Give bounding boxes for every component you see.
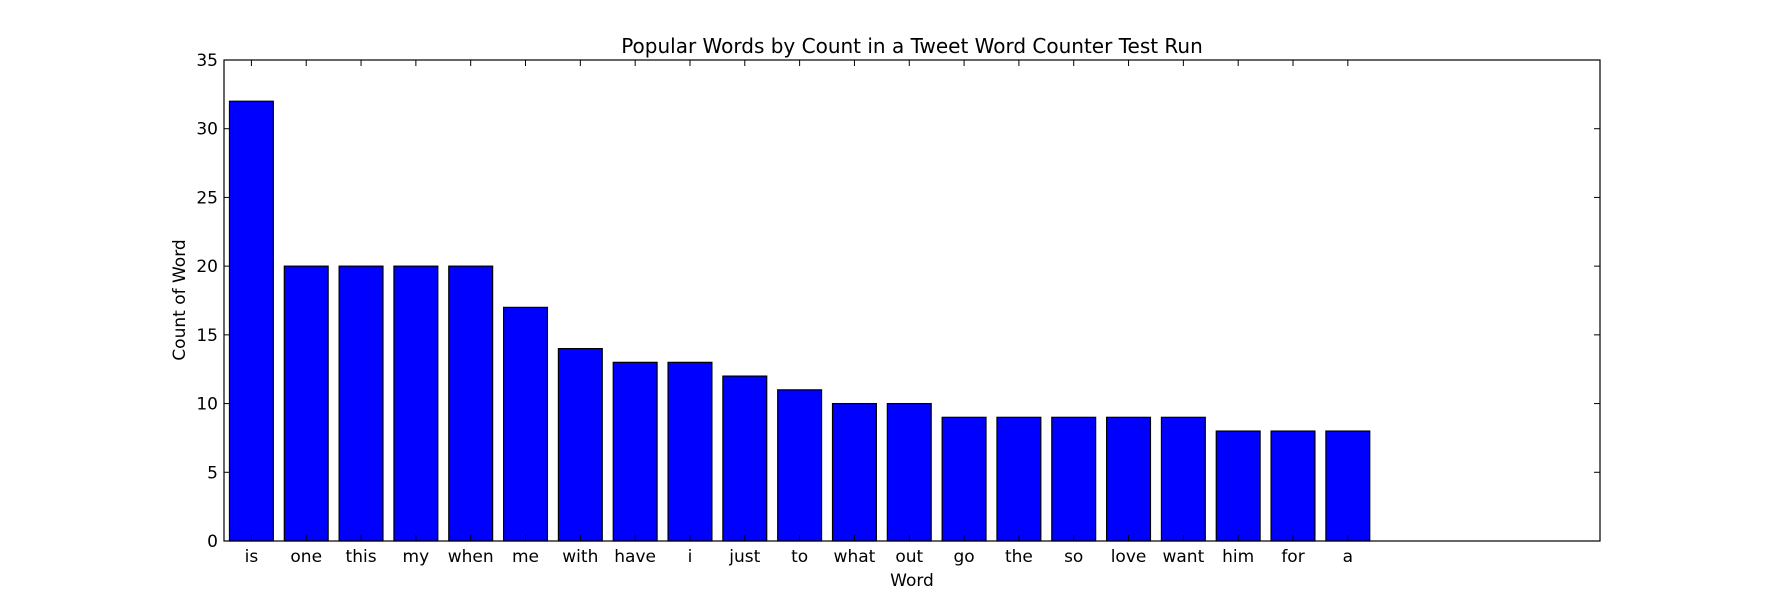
x-tick-label: just	[728, 547, 760, 567]
y-tick-label: 20	[196, 257, 218, 277]
bar-a	[1325, 430, 1371, 542]
bar-with	[557, 348, 603, 542]
bar-this	[338, 265, 384, 542]
bar-one	[283, 265, 329, 542]
y-tick-label: 30	[196, 120, 218, 140]
bar-go	[941, 416, 987, 542]
bar-just	[722, 375, 768, 542]
bar-have	[612, 361, 658, 542]
plot-area-frame	[223, 59, 1601, 542]
chart-title: Popular Words by Count in a Tweet Word C…	[621, 34, 1203, 58]
x-tick-label: me	[512, 547, 539, 567]
x-tick-label: want	[1162, 547, 1204, 567]
x-axis-ticks: is one this my when me with have i just to what out g…	[245, 60, 1353, 567]
x-tick-label: for	[1281, 547, 1304, 567]
x-tick-label: my	[403, 547, 430, 567]
bar-what	[831, 402, 877, 542]
x-tick-label: out	[895, 547, 923, 567]
bar-me	[502, 306, 549, 542]
bar-him	[1215, 430, 1261, 542]
x-tick-label: love	[1111, 547, 1147, 567]
x-tick-label: so	[1064, 547, 1083, 567]
x-tick-label: a	[1343, 547, 1353, 567]
x-tick-label: i	[688, 547, 693, 567]
x-tick-label: is	[245, 547, 259, 567]
x-tick-label: go	[953, 547, 974, 567]
bar-i	[667, 361, 713, 542]
y-tick-label: 5	[207, 463, 218, 483]
x-tick-label: this	[346, 547, 377, 567]
x-axis-label: Word	[890, 571, 934, 591]
bar-the	[996, 416, 1042, 542]
x-tick-label: have	[614, 547, 656, 567]
x-tick-label: the	[1005, 547, 1033, 567]
y-tick-label: 35	[196, 51, 218, 71]
bar-want	[1160, 416, 1206, 542]
bar-when	[448, 265, 494, 542]
x-tick-label: what	[834, 547, 876, 567]
x-tick-label: with	[562, 547, 598, 567]
bar-for	[1270, 430, 1316, 542]
y-axis-ticks: 0 5 10 15 20 25 30 35	[196, 51, 1600, 552]
bar-is	[228, 100, 274, 542]
y-tick-label: 0	[207, 532, 218, 552]
x-tick-label: one	[290, 547, 322, 567]
bars-group	[228, 100, 1371, 542]
bar-my	[393, 265, 439, 542]
y-tick-label: 10	[196, 395, 218, 415]
x-tick-label: to	[791, 547, 808, 567]
bar-to	[777, 389, 823, 542]
bar-out	[886, 402, 932, 542]
bar-so	[1051, 416, 1097, 542]
y-tick-label: 25	[196, 188, 218, 208]
x-tick-label: him	[1222, 547, 1254, 567]
y-tick-label: 15	[196, 326, 218, 346]
y-axis-label: Count of Word	[170, 239, 190, 360]
bar-love	[1106, 416, 1152, 542]
x-tick-label: when	[448, 547, 494, 567]
